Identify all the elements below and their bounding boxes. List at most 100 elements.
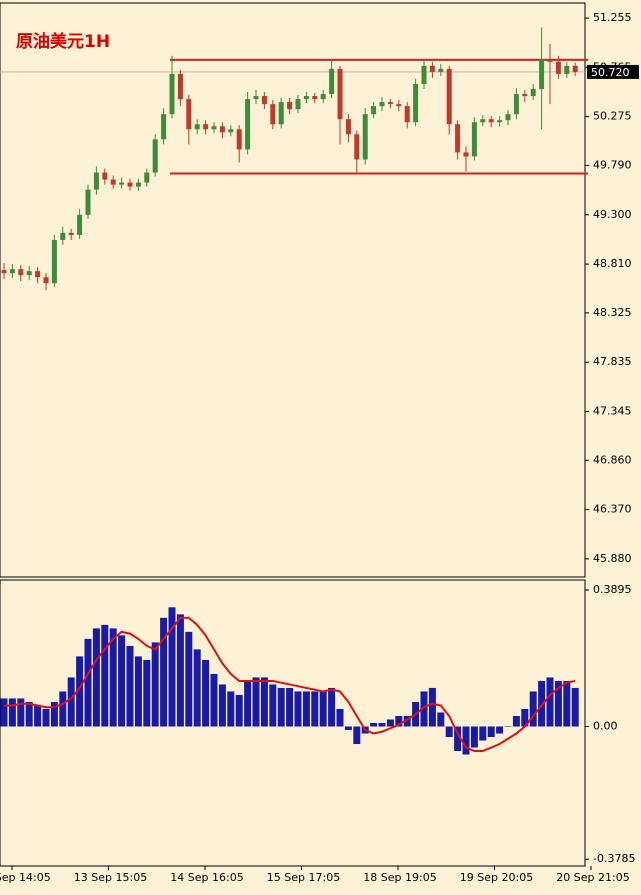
candle-body (253, 96, 259, 100)
histogram-bar (210, 673, 218, 727)
candle-body (429, 65, 435, 72)
candle-body (228, 129, 234, 133)
histogram-bar (227, 691, 235, 727)
histogram-bar (17, 698, 25, 727)
histogram-bar (143, 659, 151, 727)
candle-body (26, 271, 32, 276)
histogram-bar (311, 691, 319, 727)
last-price-box (587, 64, 639, 79)
histogram-bar (244, 680, 252, 727)
histogram-bar (487, 726, 495, 738)
y-tick-label: 47.835 (593, 355, 632, 368)
histogram-bar (403, 715, 411, 727)
candle-body (362, 114, 368, 160)
candle-body (270, 104, 276, 125)
histogram-bar (151, 642, 159, 727)
x-tick-label: 19 Sep 20:05 (460, 871, 533, 884)
candle-body (345, 119, 351, 135)
histogram-bar (84, 638, 92, 727)
candle-body (287, 102, 293, 110)
candle-body (513, 94, 519, 115)
candle-body (93, 172, 99, 190)
histogram-bar (176, 614, 184, 727)
candle-body (51, 239, 57, 284)
histogram-bar (185, 631, 193, 727)
candle-body (371, 106, 377, 115)
candle-body (9, 269, 15, 274)
y-tick-label: 50.275 (593, 110, 632, 123)
candle-body (211, 126, 217, 130)
x-tick-label: 13 Sep 15:05 (74, 871, 147, 884)
histogram-bar (218, 684, 226, 727)
candle-body (413, 83, 419, 123)
candle-body (152, 139, 158, 173)
histogram-bar (59, 691, 67, 727)
candle-body (169, 73, 175, 115)
candle-body (295, 99, 301, 110)
candle-body (320, 94, 326, 100)
histogram-bar (8, 698, 16, 727)
y-tick-label: 49.790 (593, 158, 632, 171)
chart-title: 原油美元1H (16, 31, 110, 52)
histogram-bar (160, 617, 168, 727)
histogram-bar (126, 645, 134, 727)
y-tick-label: 0.00 (593, 720, 618, 733)
histogram-bar (42, 708, 50, 727)
y-tick-label: -0.3785 (593, 852, 635, 865)
histogram-bar (437, 712, 445, 727)
histogram-bar (101, 624, 109, 727)
histogram-bar (454, 726, 462, 752)
candle-body (261, 96, 267, 105)
histogram-bar (512, 715, 520, 727)
histogram-bar (193, 649, 201, 727)
histogram-bar (260, 677, 268, 727)
histogram-bar (92, 628, 100, 727)
histogram-bar (34, 705, 42, 727)
candle-body (404, 106, 410, 123)
histogram-bar (428, 687, 436, 727)
candle-body (236, 129, 242, 150)
histogram-bar (118, 635, 126, 727)
histogram-bar (353, 726, 361, 745)
candle-body (505, 114, 511, 121)
candle-body (60, 232, 66, 240)
candle-body (43, 277, 49, 284)
candle-body (18, 269, 24, 276)
candle-body (421, 65, 427, 84)
candle-body (110, 179, 116, 185)
histogram-bar (370, 723, 378, 727)
candle-body (77, 214, 83, 235)
candle-body (539, 58, 545, 90)
x-tick-label: 14 Sep 16:05 (170, 871, 243, 884)
histogram-bar (302, 691, 310, 727)
candle-body (564, 65, 570, 74)
candle-body (303, 96, 309, 100)
x-tick-label: 15 Sep 17:05 (267, 871, 340, 884)
candle-body (186, 99, 192, 130)
histogram-bar (76, 656, 84, 727)
candle-body (35, 271, 41, 278)
last-price-label: 50.720 (591, 66, 630, 79)
histogram-bar (554, 680, 562, 727)
histogram-bar (378, 723, 386, 727)
candle-body (379, 102, 385, 107)
histogram-bar (168, 607, 176, 727)
histogram-bar (269, 684, 277, 727)
y-tick-label: 47.345 (593, 404, 632, 417)
histogram-bar (286, 687, 294, 727)
histogram-bar (521, 708, 529, 727)
histogram-bar (202, 659, 210, 727)
candle-body (102, 172, 108, 180)
candle-body (144, 172, 150, 183)
histogram-bar (319, 691, 327, 727)
candle-body (471, 122, 477, 157)
candle-body (177, 73, 183, 100)
histogram-bar (67, 677, 75, 727)
x-tick-label: 20 Sep 21:05 (556, 871, 629, 884)
price-panel (0, 2, 586, 578)
candle-body (194, 124, 200, 130)
candle-body (438, 68, 444, 72)
candle-body (161, 114, 167, 140)
